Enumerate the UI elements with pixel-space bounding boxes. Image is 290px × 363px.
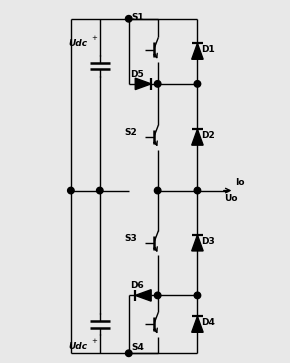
Text: S3: S3 (124, 234, 137, 243)
Text: D5: D5 (130, 70, 144, 79)
Text: D1: D1 (201, 45, 215, 54)
Polygon shape (135, 78, 151, 90)
Text: D6: D6 (130, 281, 144, 290)
Circle shape (154, 81, 161, 87)
Text: S4: S4 (132, 343, 144, 352)
Circle shape (68, 187, 74, 194)
Text: Uo: Uo (224, 194, 238, 203)
Text: S2: S2 (124, 129, 137, 137)
Polygon shape (192, 317, 203, 332)
Circle shape (194, 187, 201, 194)
Text: Io: Io (235, 178, 245, 187)
Text: +: + (91, 35, 97, 41)
Text: D3: D3 (201, 237, 215, 246)
Circle shape (126, 350, 132, 356)
Polygon shape (192, 235, 203, 251)
Text: Udc: Udc (68, 39, 87, 48)
Polygon shape (135, 290, 151, 301)
Polygon shape (192, 43, 203, 59)
Polygon shape (192, 129, 203, 145)
Text: S1: S1 (132, 13, 144, 22)
Text: D4: D4 (201, 318, 215, 327)
Circle shape (194, 81, 201, 87)
Circle shape (154, 292, 161, 299)
Text: D2: D2 (201, 131, 215, 140)
Text: Udc: Udc (68, 342, 87, 351)
Circle shape (154, 187, 161, 194)
Circle shape (194, 292, 201, 299)
Text: +: + (91, 338, 97, 344)
Circle shape (126, 16, 132, 22)
Circle shape (97, 187, 103, 194)
